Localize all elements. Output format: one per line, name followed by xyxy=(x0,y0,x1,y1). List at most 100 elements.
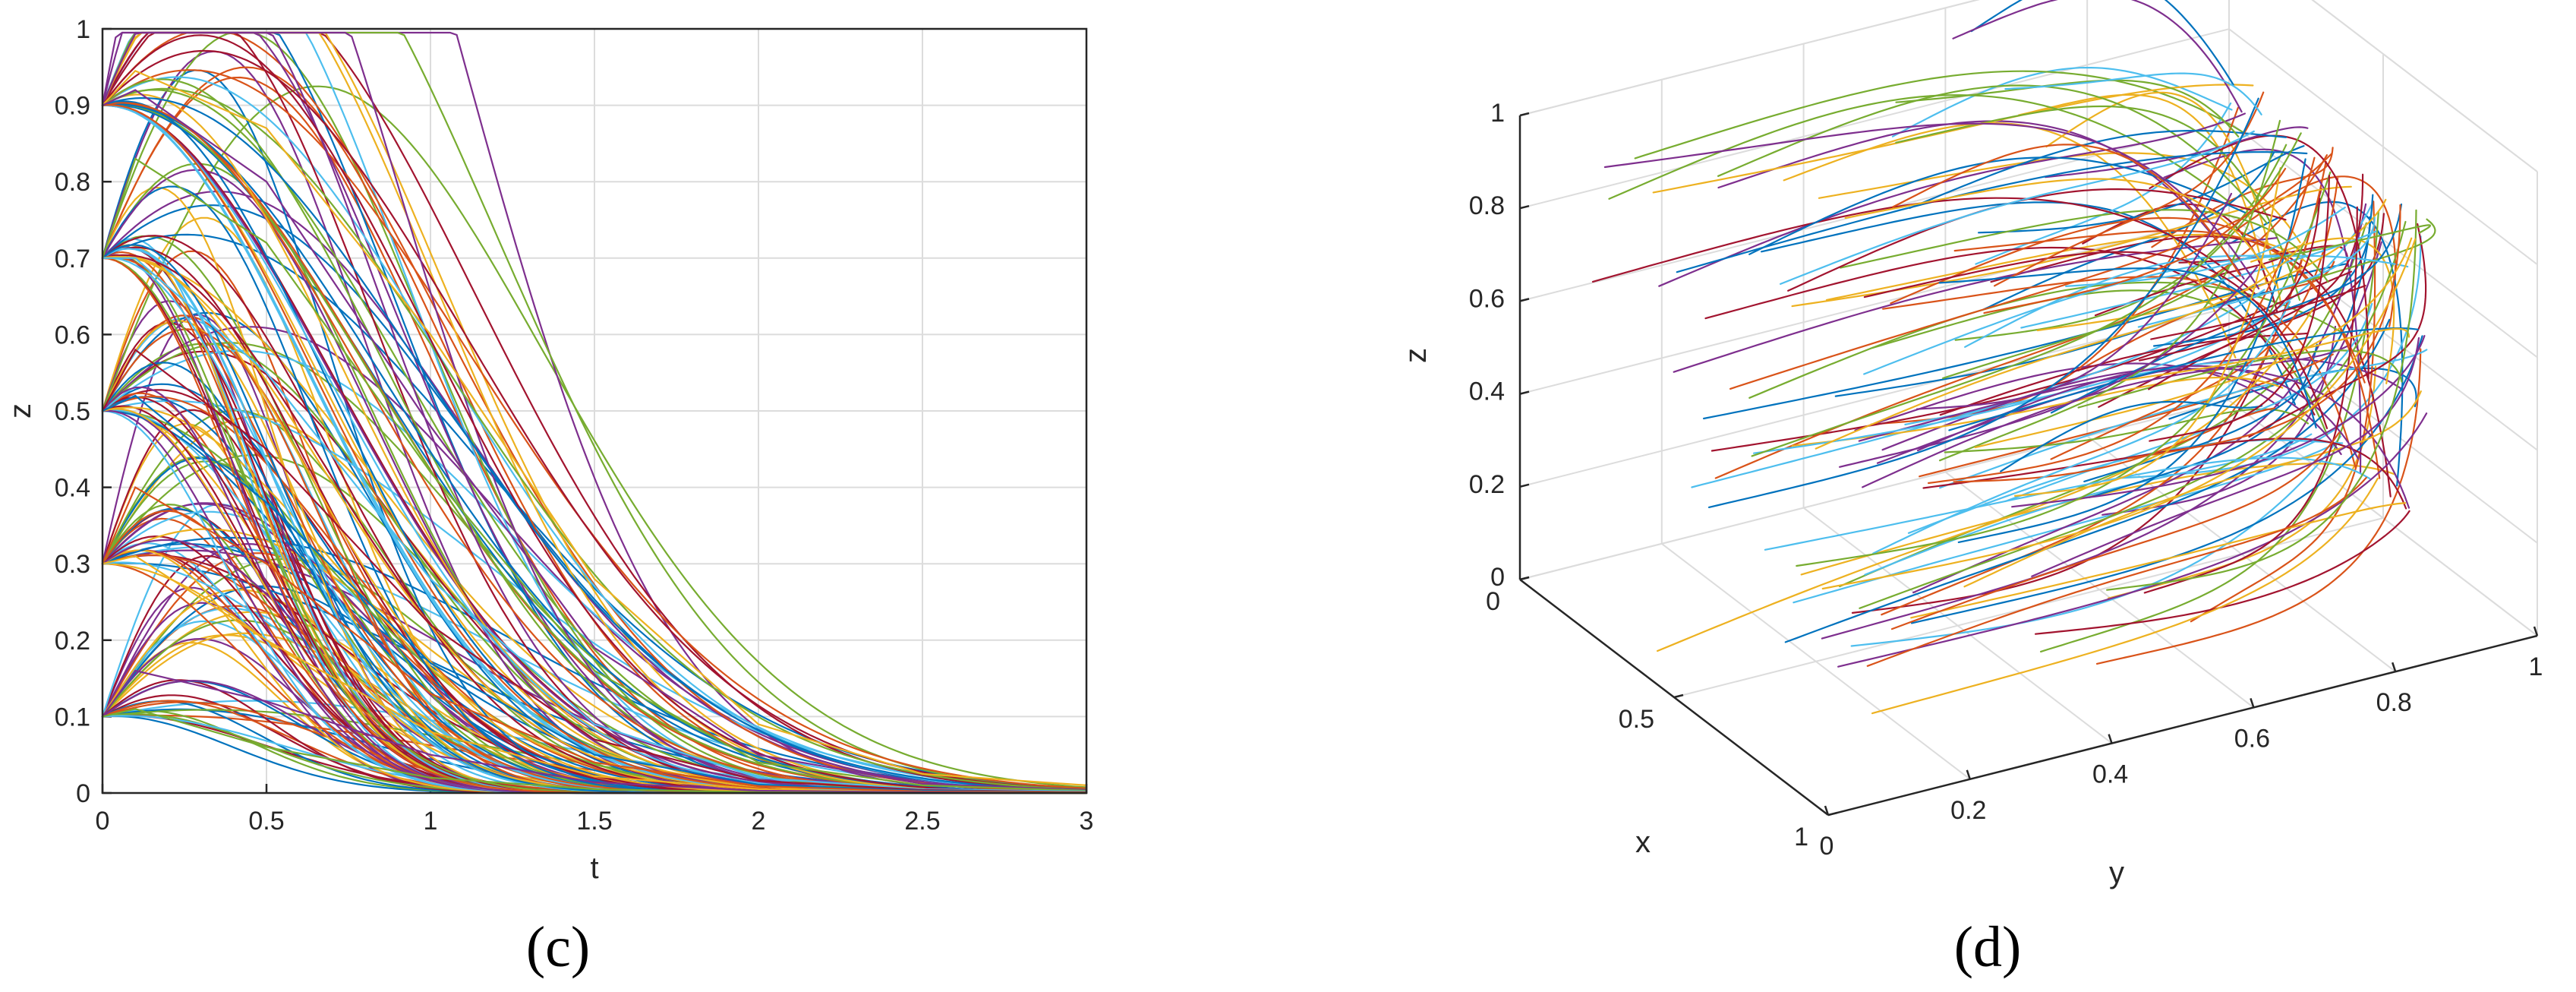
panel-c-y-tick-label: 0.5 xyxy=(55,397,90,426)
panel-d-series-line xyxy=(1800,463,2396,576)
panel-d-x-tick-mark xyxy=(1519,576,1530,581)
panel-d-series-line xyxy=(1657,308,2314,652)
panel-d-series-line xyxy=(2014,167,2281,497)
panel-c-x-tick-label: 2.5 xyxy=(904,807,940,836)
panel-d-z-tick-mark xyxy=(1519,112,1530,117)
panel-d-y-tick-mark xyxy=(2392,662,2397,672)
panel-d-series xyxy=(1591,0,2436,715)
panel-c-y-tick-label: 0.4 xyxy=(55,474,90,503)
panel-c-x-tick-label: 0 xyxy=(96,807,110,836)
panel-d-series-line xyxy=(1895,105,2301,301)
panel-d-z-tick-mark xyxy=(1519,390,1530,395)
panel-c-representative-series xyxy=(101,348,1088,794)
panel-d-series-line xyxy=(1780,130,2255,285)
panel-d-series-line xyxy=(1939,119,2281,462)
panel-d-x-axis-label: x xyxy=(1635,826,1651,859)
panel-d-series-line xyxy=(1840,209,2329,283)
panel-d-y-tick-label: 0 xyxy=(1820,832,1834,861)
panel-d-series-line xyxy=(2045,126,2309,178)
panel-c-representative-series xyxy=(101,89,1088,791)
panel-c-series-line xyxy=(101,96,1088,791)
panel-d-series-line xyxy=(1787,188,2287,292)
panel-d-series-line xyxy=(1890,431,2341,630)
panel-d-series-line xyxy=(1608,94,2231,204)
panel-d-series-line xyxy=(2077,349,2403,409)
panel-d-x-tick-label: 0.5 xyxy=(1619,705,1654,734)
panel-d-series-line xyxy=(1691,289,2265,488)
panel-d-series-line xyxy=(1707,97,2259,508)
panel-d-series-line xyxy=(1821,238,2417,590)
panel-d-series-line xyxy=(1714,154,2328,479)
panel-c-series-line xyxy=(101,190,1088,793)
panel-d-series-line xyxy=(1729,153,2333,390)
panel-d-series-line xyxy=(2151,147,2334,248)
panel-d-series-line xyxy=(1871,289,2328,436)
panel-d-series-line xyxy=(1970,0,2234,86)
panel-d-series-line xyxy=(1910,502,2407,619)
panel-d-gridline xyxy=(1519,400,2230,580)
panel-c-representative-series xyxy=(101,257,1088,793)
panel-d-series-line xyxy=(2190,201,2376,623)
panel-d-z-tick-mark xyxy=(1519,483,1530,488)
panel-d-series-line xyxy=(1825,233,2310,301)
panel-c-representative-series xyxy=(101,69,1088,786)
panel-d-y-axis-line xyxy=(1827,634,2538,817)
panel-d-gridline xyxy=(1519,0,1980,116)
panel-d-series-line xyxy=(1866,476,2367,667)
panel-d-y-tick-label: 0.2 xyxy=(1950,796,1986,825)
panel-d-series-line xyxy=(2248,223,2427,438)
panel-d-z-tick-label: 0.2 xyxy=(1469,470,1505,499)
panel-c-x-tick-label: 2 xyxy=(752,807,766,836)
panel-d-series-line xyxy=(2106,209,2417,591)
panel-d-series-line xyxy=(1974,237,2413,449)
panel-d-series-line xyxy=(2230,201,2404,487)
panel-d-series-line xyxy=(1952,0,2243,113)
panel-d-box-edge xyxy=(2311,0,2538,172)
panel-d-series-line xyxy=(1910,335,2423,624)
panel-d-series-line xyxy=(1862,345,2349,488)
panel-d-x-tick-label: 0 xyxy=(1486,587,1500,616)
panel-d-y-tick-mark xyxy=(2250,698,2255,708)
panel-d-series-line xyxy=(2040,210,2379,652)
panel-d-series-line xyxy=(1890,216,2366,384)
panel-c-x-axis-label: t xyxy=(590,851,598,885)
panel-d-gridline xyxy=(1519,213,2230,395)
panel-d-x-tick-mark xyxy=(1827,811,1838,817)
panel-d-series-line xyxy=(1919,353,2334,478)
panel-c-series-line xyxy=(101,103,1088,793)
panel-c-y-axis-label: z xyxy=(4,403,37,419)
panel-d-series-line xyxy=(1783,122,2237,359)
panel-c-axes-frame xyxy=(101,27,1088,795)
panel-c-y-tick-label: 0.6 xyxy=(55,321,90,349)
panel-d-box-edge xyxy=(1519,0,1980,116)
panel-c-representative-series xyxy=(101,669,1088,795)
panel-d-series-line xyxy=(1839,266,2258,468)
panel-d-series-line xyxy=(1815,241,2306,450)
panel-d-x-tick-label: 1 xyxy=(1794,823,1808,851)
panel-d-z-tick-mark xyxy=(1519,204,1530,210)
panel-c-x-tick-label: 1.5 xyxy=(576,807,612,836)
panel-d-series-line xyxy=(1837,412,2428,668)
panel-d-gridline xyxy=(1519,28,2230,210)
panel-c-series xyxy=(101,31,1088,795)
panel-d-series-line xyxy=(1939,332,2309,416)
panel-d-z-tick-label: 0.6 xyxy=(1469,284,1505,313)
panel-d-x-tick-mark xyxy=(1673,693,1684,699)
panel-d-series-line xyxy=(1634,70,2243,160)
panel-d-label: (d) xyxy=(1954,915,2022,979)
panel-c-y-tick-label: 1 xyxy=(76,15,90,44)
panel-c-x-tick-label: 0.5 xyxy=(248,807,284,836)
panel-c-y-tick-label: 0.8 xyxy=(55,168,90,197)
panel-d-gridline xyxy=(1519,306,2230,488)
panel-d-series-line xyxy=(1851,188,2322,614)
panel-d-series-line xyxy=(1872,301,2291,554)
panel-d-z-tick-mark xyxy=(1519,298,1530,302)
panel-d-series-line xyxy=(1761,201,2296,406)
panel-d-y-tick-mark xyxy=(2108,734,2113,744)
panel-c-y-tick-label: 0 xyxy=(76,779,90,808)
panel-d-y-tick-mark xyxy=(1824,805,1830,816)
panel-d-series-line xyxy=(2083,194,2374,482)
panel-d-series-line xyxy=(1717,84,2269,225)
panel-d-series-line xyxy=(1821,241,2382,640)
panel-d-y-tick-mark xyxy=(2533,626,2539,637)
